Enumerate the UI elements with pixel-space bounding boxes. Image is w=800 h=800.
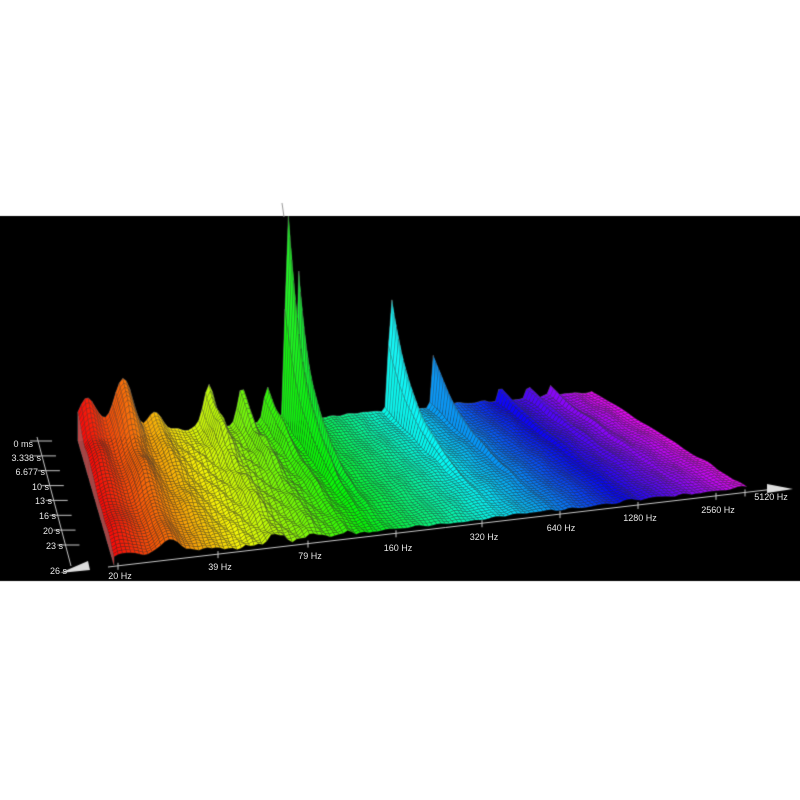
waterfall-canvas bbox=[0, 0, 800, 800]
spectrogram-page: 20 Hz 39 Hz 79 Hz 160 Hz 320 Hz 640 Hz 1280 Hz… bbox=[0, 0, 800, 800]
waterfall-plot: 20 Hz 39 Hz 79 Hz 160 Hz 320 Hz 640 Hz 1280 Hz… bbox=[0, 0, 800, 800]
